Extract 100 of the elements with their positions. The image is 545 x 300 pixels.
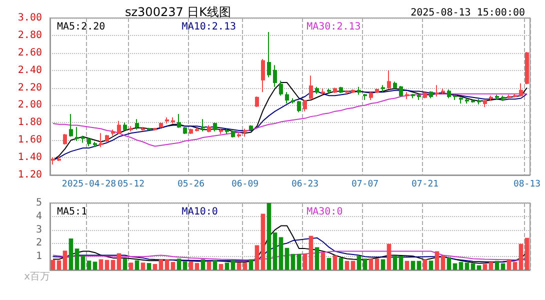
- bar: [356, 256, 362, 270]
- bar: [368, 258, 374, 270]
- bar: [446, 257, 452, 270]
- candlestick: [63, 134, 67, 145]
- candlestick: [393, 81, 397, 90]
- y-tick-label: 2.80: [18, 30, 42, 41]
- x-tick-label: 07-07: [351, 180, 379, 190]
- candlestick: [213, 122, 217, 132]
- candlestick: [303, 99, 307, 112]
- y-tick-label: 4: [36, 210, 42, 222]
- candlestick: [141, 126, 145, 132]
- bar: [176, 258, 182, 270]
- bar: [374, 258, 380, 270]
- bar: [140, 262, 146, 270]
- bar: [122, 258, 128, 270]
- candlestick: [273, 64, 277, 88]
- candlestick: [483, 99, 487, 108]
- candlestick: [369, 92, 373, 100]
- chart-subtitle: 2025-08-13 15:00:00: [410, 8, 525, 18]
- x-tick-label: 08-13: [513, 180, 541, 190]
- text: MA5:1: [57, 206, 88, 218]
- candlestick: [183, 126, 187, 135]
- bar: [86, 260, 92, 270]
- x-tick-label: 06-09: [231, 180, 259, 190]
- bar: [242, 262, 248, 270]
- bar: [116, 253, 122, 270]
- candlestick: [135, 118, 139, 130]
- candlestick: [441, 88, 445, 94]
- bar: [170, 262, 176, 270]
- bar: [380, 259, 386, 270]
- candlestick: [357, 86, 361, 96]
- candlestick: [93, 141, 97, 148]
- candlestick: [297, 100, 301, 113]
- candlestick: [201, 118, 205, 132]
- y-tick-label: 2.40: [18, 64, 42, 76]
- candlestick: [375, 88, 379, 94]
- bar: [182, 261, 188, 270]
- bar: [68, 238, 74, 270]
- y-tick-label: 3: [36, 224, 42, 236]
- bar: [464, 262, 470, 270]
- candlestick: [381, 84, 385, 93]
- bar: [104, 260, 110, 270]
- candlestick: [123, 122, 127, 132]
- y-axis-title: x百万: [24, 272, 50, 282]
- candlestick: [267, 31, 271, 78]
- candlestick: [387, 70, 391, 90]
- candlestick: [243, 128, 247, 138]
- candlestick: [477, 98, 481, 105]
- candlestick: [315, 86, 319, 94]
- candlestick: [111, 129, 115, 136]
- x-tick-label: 05-12: [117, 180, 145, 190]
- bar: [266, 203, 272, 270]
- bar: [212, 260, 218, 270]
- bar: [194, 263, 200, 270]
- bar: [236, 262, 242, 270]
- candlestick: [489, 95, 493, 102]
- y-tick-label: 1: [36, 251, 42, 262]
- candlestick: [153, 127, 157, 132]
- candlestick: [75, 126, 79, 142]
- bar: [500, 263, 506, 270]
- bar: [512, 262, 518, 270]
- bar: [218, 264, 224, 270]
- bar: [308, 236, 314, 270]
- bar: [386, 244, 392, 270]
- candlestick: [447, 89, 451, 99]
- candlestick: [495, 94, 499, 100]
- candlestick: [351, 89, 355, 94]
- bar: [164, 259, 170, 270]
- line-series: [52, 93, 528, 147]
- candlestick: [207, 124, 211, 133]
- bar: [452, 263, 458, 270]
- bar: [278, 237, 284, 270]
- candlestick: [453, 94, 457, 100]
- bar: [428, 260, 434, 270]
- bar: [392, 256, 398, 270]
- bar: [56, 260, 62, 270]
- text: MA5:2.20: [57, 22, 106, 32]
- candlestick: [411, 93, 415, 99]
- y-tick-label: 2: [36, 238, 42, 249]
- candlestick: [345, 90, 349, 94]
- candlestick: [237, 132, 241, 138]
- candlestick: [81, 135, 85, 144]
- bar: [440, 255, 446, 270]
- candlestick: [261, 58, 265, 93]
- bar: [332, 255, 338, 270]
- text: MA30:2.13: [306, 22, 361, 32]
- candlestick: [471, 99, 475, 104]
- bar: [398, 256, 404, 270]
- bar: [296, 254, 302, 270]
- bar: [506, 260, 512, 270]
- y-tick-label: 1.40: [18, 152, 42, 164]
- bar: [410, 260, 416, 270]
- bar: [488, 262, 494, 270]
- x-tick-label: 05-26: [177, 180, 205, 190]
- candlestick: [339, 86, 343, 94]
- candlestick: [231, 130, 235, 138]
- candlestick: [99, 132, 103, 148]
- candlestick: [327, 88, 331, 94]
- bar: [314, 247, 320, 270]
- bar: [302, 254, 308, 270]
